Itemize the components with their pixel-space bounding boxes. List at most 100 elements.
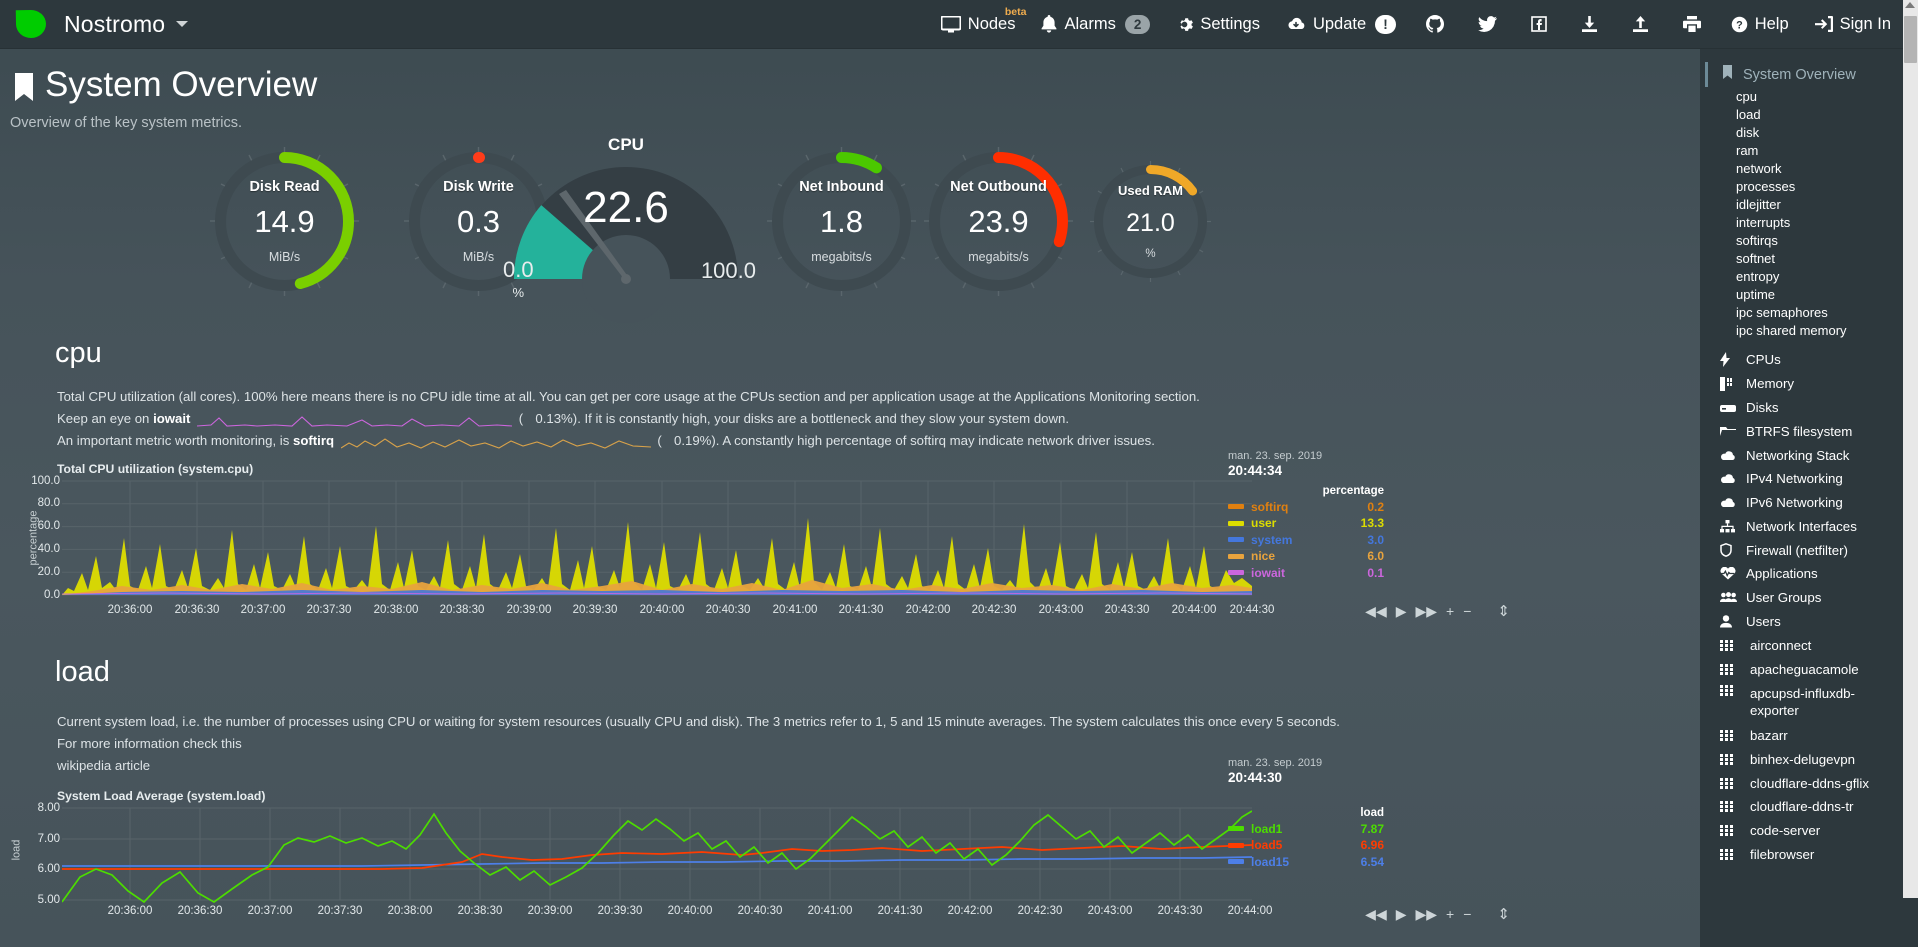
resize-handle[interactable]: ⇕: [1497, 906, 1510, 923]
sidebar-item-btrfs[interactable]: BTRFS filesystem: [1700, 419, 1918, 443]
sidebar-item-network-interfaces[interactable]: Network Interfaces: [1700, 514, 1918, 538]
page-scrollbar[interactable]: [1903, 0, 1918, 898]
scrollbar-thumb[interactable]: [1904, 16, 1917, 63]
xtick: 20:39:00: [506, 604, 552, 616]
sidebar-item-disks[interactable]: Disks: [1700, 396, 1918, 420]
legend-row[interactable]: load15 6.54: [1228, 855, 1388, 869]
grid-icon: [1720, 825, 1741, 837]
nav-signin[interactable]: Sign In: [1802, 0, 1904, 49]
gauge-disk-read[interactable]: Disk Read 14.9 MiB/s: [208, 145, 361, 298]
sidebar-label: IPv6 Networking: [1746, 495, 1843, 511]
xtick: 20:44:00: [1171, 604, 1217, 616]
legend-row[interactable]: nice 6.0: [1228, 549, 1388, 563]
nav-export[interactable]: [1615, 0, 1666, 49]
chart-load[interactable]: load 8.00 7.00 6.00 5.00: [0, 757, 1700, 925]
sidebar-label: IPv4 Networking: [1746, 471, 1843, 487]
sidebar-item-applications[interactable]: Applications: [1700, 562, 1918, 586]
legend-row[interactable]: load1 7.87: [1228, 822, 1388, 836]
netdata-logo-icon[interactable]: [12, 7, 50, 41]
rewind-button[interactable]: ◀◀: [1365, 905, 1387, 922]
sidebar-item-processes[interactable]: processes: [1736, 178, 1796, 194]
chevron-down-icon[interactable]: [176, 21, 189, 27]
sidebar-item-code-server[interactable]: code-server: [1700, 819, 1918, 843]
legend-row[interactable]: user 13.3: [1228, 516, 1388, 530]
nav-settings[interactable]: Settings: [1163, 0, 1273, 49]
chart-cpu[interactable]: percentage 100.0 80.0 60.0 40.0 20.0 0.0: [0, 450, 1700, 628]
sidebar-item-cloudflare-ddns-gflix[interactable]: cloudflare-ddns-gflix: [1700, 771, 1918, 795]
sidebar-item-firewall[interactable]: Firewall (netfilter): [1700, 538, 1918, 562]
sidebar-item-networking-stack[interactable]: Networking Stack: [1700, 443, 1918, 467]
xtick: 20:36:30: [177, 905, 223, 917]
legend-name: softirq: [1251, 499, 1289, 514]
nav-twitter[interactable]: [1461, 0, 1514, 49]
gear-icon: [1176, 16, 1194, 33]
sidebar-item-binhex-delugevpn[interactable]: binhex-delugevpn: [1700, 748, 1918, 772]
sidebar-item-ram[interactable]: ram: [1736, 142, 1759, 158]
sidebar-item-user-groups[interactable]: User Groups: [1700, 586, 1918, 610]
sidebar-item-users[interactable]: Users: [1700, 610, 1918, 634]
sidebar-item-ipc-shared-mem[interactable]: ipc shared memory: [1736, 322, 1847, 338]
sidebar-item-memory[interactable]: Memory: [1700, 372, 1918, 396]
load-desc-link[interactable]: wikipedia article: [57, 758, 151, 773]
grid-icon: [1720, 777, 1741, 789]
legend-row[interactable]: iowait 0.1: [1228, 566, 1388, 580]
sidebar-item-ipv4[interactable]: IPv4 Networking: [1700, 467, 1918, 491]
brand-name[interactable]: Nostromo: [64, 10, 166, 37]
nav-update[interactable]: Update !: [1273, 0, 1409, 49]
bell-icon: [1041, 15, 1057, 33]
forward-button[interactable]: ▶▶: [1415, 905, 1438, 922]
gauge-net-inbound[interactable]: Net Inbound 1.8 megabits/s: [765, 145, 918, 298]
sidebar-item-uptime[interactable]: uptime: [1736, 286, 1776, 302]
rewind-button[interactable]: ◀◀: [1365, 602, 1387, 619]
sidebar-item-bazarr[interactable]: bazarr: [1700, 724, 1918, 748]
print-icon: [1682, 15, 1701, 33]
play-button[interactable]: ▶: [1395, 905, 1407, 922]
sidebar-item-softnet[interactable]: softnet: [1736, 250, 1776, 266]
user-icon: [1720, 615, 1741, 628]
sidebar-item-airconnect[interactable]: airconnect: [1700, 633, 1918, 657]
sidebar-item-filebrowser[interactable]: filebrowser: [1700, 843, 1918, 867]
sidebar-item-load[interactable]: load: [1736, 106, 1761, 122]
sidebar-item-entropy[interactable]: entropy: [1736, 268, 1780, 284]
nav-github[interactable]: [1409, 0, 1461, 49]
sidebar-item-cpu[interactable]: cpu: [1736, 88, 1757, 104]
sidebar-item-cpus[interactable]: CPUs: [1700, 348, 1918, 372]
legend-value: 3.0: [1367, 532, 1384, 547]
gauge-net-outbound[interactable]: Net Outbound 23.9 megabits/s: [922, 145, 1075, 298]
sidebar-head-system-overview[interactable]: System Overview: [1705, 62, 1918, 87]
resize-handle[interactable]: ⇕: [1497, 603, 1510, 620]
zoom-in-button[interactable]: +: [1446, 906, 1455, 922]
nav-print[interactable]: [1666, 0, 1718, 49]
zoom-out-button[interactable]: −: [1463, 603, 1472, 619]
sidebar-item-apcupsd-influxdb-exporter[interactable]: apcupsd-influxdb-exporter: [1700, 681, 1918, 724]
xtick: 20:40:00: [667, 905, 713, 917]
sidebar-item-cloudflare-ddns-tr[interactable]: cloudflare-ddns-tr: [1700, 795, 1918, 819]
play-button[interactable]: ▶: [1395, 602, 1407, 619]
gauge-cpu[interactable]: CPU 22.6 0.0 % 100.0: [496, 131, 756, 323]
nav-alarms[interactable]: Alarms 2: [1028, 0, 1163, 49]
nav-import[interactable]: [1564, 0, 1615, 49]
legend-row[interactable]: load5 6.96: [1228, 838, 1388, 852]
nav-facebook[interactable]: [1514, 0, 1564, 49]
legend-row[interactable]: softirq 0.2: [1228, 500, 1388, 514]
sidebar-item-ipv6[interactable]: IPv6 Networking: [1700, 491, 1918, 515]
legend-row[interactable]: system 3.0: [1228, 533, 1388, 547]
cpu-desc-line-2: Keep an eye on iowait (0.13%). If it is …: [57, 408, 1357, 430]
scroll-up-arrow-icon[interactable]: [1905, 2, 1915, 8]
sidebar-item-ipc-semaphores[interactable]: ipc semaphores: [1736, 304, 1828, 320]
zoom-in-button[interactable]: +: [1446, 603, 1455, 619]
chart-load-ylabel: load: [10, 839, 23, 861]
zoom-out-button[interactable]: −: [1463, 906, 1472, 922]
legend-name: nice: [1251, 549, 1276, 563]
nav-nodes[interactable]: Nodes beta: [928, 0, 1029, 49]
sidebar-item-apacheguacamole[interactable]: apacheguacamole: [1700, 657, 1918, 681]
sidebar-item-network[interactable]: network: [1736, 160, 1782, 176]
forward-button[interactable]: ▶▶: [1415, 602, 1438, 619]
nav-help[interactable]: ? Help: [1718, 0, 1802, 49]
gauge-used-ram[interactable]: Used RAM 21.0 %: [1088, 159, 1213, 284]
sidebar-item-idlejitter[interactable]: idlejitter: [1736, 196, 1781, 212]
sidebar-item-softirqs[interactable]: softirqs: [1736, 232, 1778, 248]
sidebar-item-disk[interactable]: disk: [1736, 124, 1760, 140]
legend-name: iowait: [1251, 565, 1286, 580]
sidebar-item-interrupts[interactable]: interrupts: [1736, 214, 1791, 230]
